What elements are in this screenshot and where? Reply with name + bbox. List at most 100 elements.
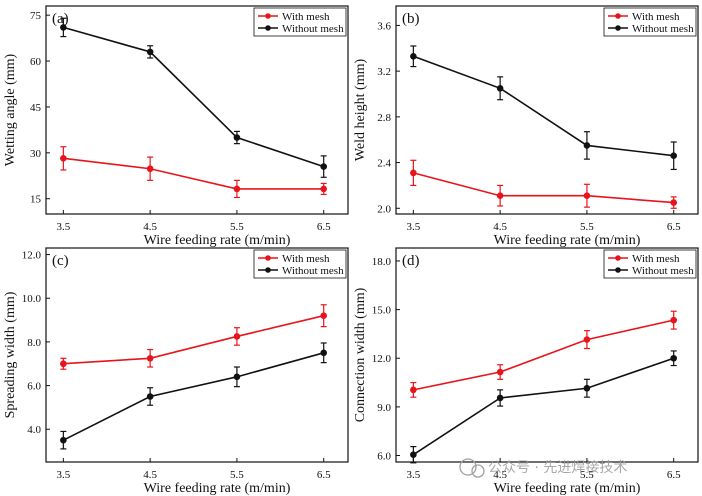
- legend-swatch-marker: [265, 25, 271, 31]
- series-line: [63, 157, 324, 190]
- series-without-mesh: [410, 350, 678, 464]
- y-tick-label: 12.0: [22, 250, 42, 262]
- legend-label: Without mesh: [632, 23, 694, 35]
- series-line: [62, 352, 324, 441]
- legend-label: With mesh: [632, 11, 680, 23]
- y-tick-label: 75: [30, 10, 42, 22]
- series-without-mesh: [410, 45, 678, 171]
- panel-label: (d): [402, 253, 420, 269]
- y-tick-label: 12.0: [372, 353, 392, 365]
- data-point: [670, 354, 678, 362]
- data-point: [146, 354, 154, 362]
- series-line: [413, 55, 674, 157]
- x-tick-label: 5.5: [230, 469, 244, 481]
- legend-swatch-marker: [265, 13, 271, 19]
- y-tick-label: 15: [30, 194, 42, 206]
- chart-panel-2: 3.5 4.5 5.5 6.5 2.0 2.4 2.8 3.2 3.6 Wire feeding …: [353, 5, 699, 248]
- x-tick-label: 6.5: [667, 221, 681, 233]
- legend-label: With mesh: [632, 253, 680, 265]
- data-point: [670, 316, 678, 324]
- x-tick-label: 4.5: [143, 221, 157, 233]
- x-tick-label: 5.5: [580, 469, 594, 481]
- x-axis-title: Wire feeding rate (m/min): [144, 481, 291, 496]
- y-tick-label: 30: [30, 148, 42, 160]
- y-tick-label: 3.6: [377, 20, 391, 32]
- x-tick-label: 4.5: [143, 469, 157, 481]
- data-point: [320, 185, 328, 193]
- data-point: [583, 336, 591, 343]
- x-tick-label: 6.5: [667, 469, 681, 481]
- y-tick-label: 60: [30, 56, 42, 68]
- x-axis-title: Wire feeding rate (m/min): [494, 481, 641, 496]
- data-point: [583, 142, 591, 149]
- data-point: [233, 333, 241, 340]
- legend-frame: [603, 7, 697, 37]
- y-tick-label: 10.0: [22, 293, 42, 305]
- legend-label: Without mesh: [632, 265, 694, 277]
- legend-frame: [253, 7, 347, 37]
- legend-swatch-marker: [615, 25, 621, 31]
- data-point: [146, 165, 154, 173]
- x-tick-label: 5.5: [580, 221, 594, 233]
- data-point: [583, 384, 591, 392]
- data-point: [410, 386, 417, 394]
- data-point: [496, 368, 504, 376]
- x-tick-label: 4.5: [493, 469, 507, 481]
- series-without-mesh: [60, 342, 328, 450]
- legend-label: Without mesh: [282, 23, 344, 35]
- chart-panel-1: 3.5 4.5 5.5 6.5 15 30 45 60 75 Wire feeding rate …: [3, 5, 349, 248]
- x-axis-title: Wire feeding rate (m/min): [494, 233, 641, 248]
- data-point: [146, 393, 154, 400]
- legend-swatch-marker: [265, 255, 271, 261]
- series-line: [63, 314, 324, 365]
- plot-frame: [395, 5, 699, 215]
- data-point: [60, 360, 67, 368]
- data-point: [320, 349, 328, 357]
- data-point: [233, 185, 241, 193]
- x-tick-label: 5.5: [230, 221, 244, 233]
- plot-frame: [45, 247, 349, 463]
- series-with-mesh: [410, 159, 678, 209]
- panel-label: (a): [52, 11, 69, 27]
- watermark-text: 公众号 · 先进焊接技术: [488, 459, 627, 476]
- data-point: [60, 155, 67, 162]
- watermark: 公众号 · 先进焊接技术: [459, 458, 627, 478]
- panel-label: (b): [402, 11, 420, 27]
- x-tick-label: 4.5: [493, 221, 507, 233]
- y-tick-label: 2.8: [377, 112, 391, 124]
- y-tick-label: 45: [30, 102, 42, 114]
- y-tick-label: 2.4: [377, 158, 391, 170]
- data-point: [233, 373, 241, 381]
- legend-frame: [253, 249, 347, 279]
- legend-swatch-marker: [615, 255, 621, 261]
- legend-swatch-marker: [615, 13, 621, 19]
- legend-swatch-marker: [615, 267, 621, 273]
- y-axis-title: Wetting angle (mm): [3, 53, 18, 166]
- data-point: [410, 52, 417, 60]
- plot-frame: [395, 247, 699, 463]
- data-point: [670, 152, 678, 160]
- data-point: [670, 199, 678, 206]
- y-axis-title: Connection width (mm): [353, 287, 368, 422]
- chart-panel-4: 3.5 4.5 5.5 6.5 6.0 9.0 12.0 15.0 18.0 Wire feedi…: [353, 247, 699, 496]
- y-tick-label: 18.0: [372, 256, 392, 268]
- data-point: [583, 192, 591, 200]
- data-point: [410, 169, 417, 177]
- data-point: [320, 312, 328, 319]
- series-with-mesh: [60, 304, 328, 370]
- y-tick-label: 3.2: [377, 66, 391, 78]
- series-line: [413, 172, 674, 204]
- legend-swatch-marker: [265, 267, 271, 273]
- panel-label: (c): [52, 253, 69, 269]
- y-tick-label: 6.0: [377, 451, 391, 463]
- x-tick-label: 6.5: [317, 469, 331, 481]
- y-tick-label: 15.0: [372, 305, 392, 317]
- data-point: [496, 394, 504, 402]
- chart-panel-3: 3.5 4.5 5.5 6.5 4.0 6.0 8.0 10.0 12.0 Wire feedin…: [3, 247, 349, 496]
- data-point: [233, 134, 241, 141]
- wechat-icon-bubble: [471, 464, 485, 478]
